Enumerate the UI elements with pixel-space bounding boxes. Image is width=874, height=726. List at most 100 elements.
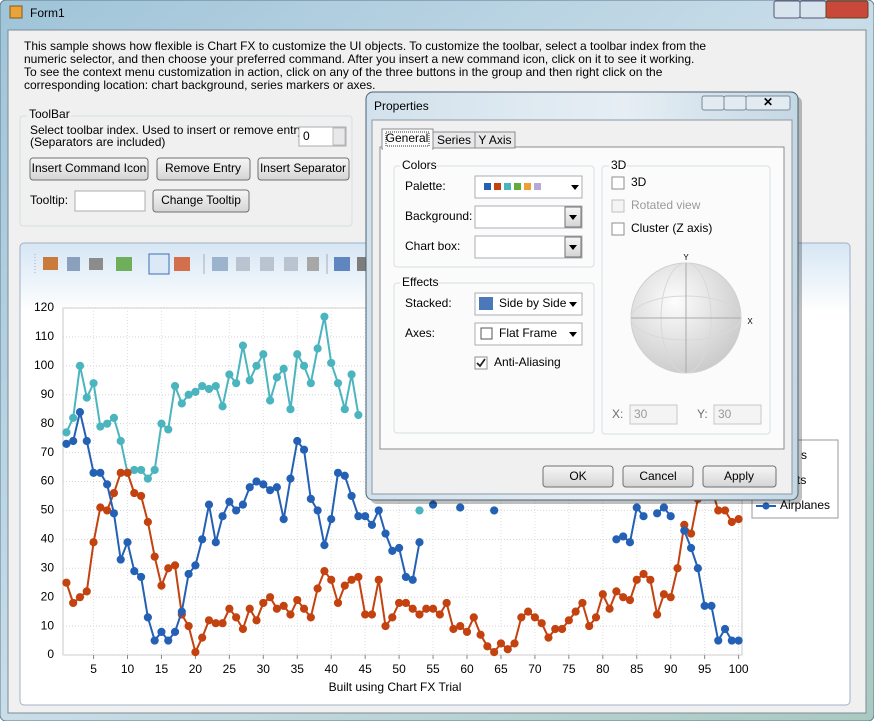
tab[interactable] — [474, 131, 516, 149]
data-point — [259, 598, 268, 608]
spinner-arrows[interactable] — [332, 127, 346, 146]
axes-combo[interactable] — [474, 322, 583, 346]
data-point — [727, 636, 736, 645]
data-point — [374, 575, 383, 584]
data-point — [82, 587, 91, 596]
button[interactable] — [257, 157, 350, 181]
data-point — [245, 604, 254, 613]
button[interactable] — [156, 157, 251, 181]
button[interactable] — [29, 157, 149, 181]
data-point — [700, 601, 709, 610]
toolbar-icon[interactable] — [212, 257, 228, 271]
checkbox[interactable] — [611, 199, 625, 213]
data-point — [666, 512, 675, 521]
toolbar-icon[interactable] — [174, 257, 190, 271]
data-point — [279, 514, 288, 524]
x-tick-label: 25 — [223, 662, 237, 676]
data-point — [211, 538, 220, 547]
data-point — [272, 373, 281, 382]
button[interactable] — [702, 465, 777, 488]
data-point — [490, 506, 499, 515]
button[interactable] — [622, 465, 694, 488]
data-point — [435, 610, 444, 619]
data-point — [143, 613, 152, 622]
x-tick-label: 50 — [392, 662, 406, 676]
dropdown-arrow — [569, 215, 577, 220]
checkbox[interactable] — [611, 222, 625, 236]
toolbar-icon[interactable] — [357, 257, 367, 271]
toolbar-icon[interactable] — [236, 257, 250, 271]
toolbar-icon[interactable] — [260, 257, 274, 271]
toolbar-icon[interactable] — [284, 257, 298, 271]
toolbar-icon[interactable] — [43, 257, 58, 270]
toolbar-icon[interactable] — [334, 257, 350, 271]
data-point — [327, 358, 336, 368]
close-button[interactable] — [825, 0, 869, 19]
stacked-combo[interactable] — [474, 292, 583, 316]
data-point — [408, 575, 417, 584]
description-line: numeric selector, and then choose your p… — [24, 52, 694, 66]
data-point — [639, 569, 648, 579]
data-point — [116, 436, 125, 446]
data-point — [646, 575, 655, 584]
data-point — [157, 581, 166, 590]
data-point — [680, 526, 689, 535]
toolbar-icon[interactable] — [89, 258, 103, 270]
background-combo[interactable] — [474, 205, 583, 229]
data-point — [272, 604, 281, 613]
y-tick-label: 90 — [41, 387, 55, 401]
y-spinner — [713, 404, 762, 425]
focus-rect — [385, 131, 430, 147]
x-tick-label: 5 — [90, 662, 97, 676]
maximize-button[interactable] — [723, 95, 747, 111]
chart-box-combo[interactable] — [474, 235, 583, 259]
minimize-button[interactable] — [701, 95, 725, 111]
label: Stacked: — [405, 296, 452, 310]
button[interactable] — [542, 465, 614, 488]
data-point — [238, 500, 248, 509]
data-point — [164, 425, 173, 434]
close-button[interactable] — [745, 95, 791, 111]
data-point — [340, 471, 349, 480]
label: Chart box: — [405, 239, 460, 253]
tooltip-textbox[interactable] — [74, 190, 146, 212]
data-point — [340, 581, 349, 590]
data-point — [109, 488, 119, 498]
data-point — [109, 509, 119, 518]
toolbar-icon[interactable] — [116, 257, 132, 271]
toolbar-icon[interactable] — [67, 257, 80, 271]
data-point — [123, 538, 132, 547]
data-point — [136, 572, 146, 582]
data-point — [625, 595, 635, 605]
data-point — [75, 408, 85, 417]
button[interactable] — [152, 189, 250, 213]
data-point — [75, 593, 85, 602]
toolbar-icon[interactable] — [148, 253, 170, 275]
label: Axes: — [405, 326, 435, 340]
x-tick-label: 90 — [664, 662, 678, 676]
x-tick-label: 95 — [698, 662, 712, 676]
checkbox[interactable] — [611, 176, 625, 190]
data-point — [211, 381, 220, 391]
data-point — [198, 535, 207, 544]
combo-value: Flat Frame — [499, 326, 557, 340]
maximize-button[interactable] — [799, 0, 827, 19]
window-icon — [9, 5, 23, 19]
button-label: Apply — [724, 469, 754, 483]
checkbox[interactable] — [474, 356, 488, 370]
data-point — [130, 488, 139, 498]
data-point — [299, 361, 309, 370]
data-point — [184, 621, 193, 631]
toolbar-icon[interactable] — [307, 257, 319, 271]
group-title-bg — [27, 109, 71, 121]
data-point — [184, 390, 193, 399]
data-point — [252, 477, 261, 486]
data-point — [693, 564, 702, 573]
combo-icon — [480, 327, 493, 340]
data-point — [557, 624, 567, 634]
data-point — [666, 593, 675, 602]
x-tick-label: 20 — [189, 662, 203, 676]
data-point — [381, 529, 390, 538]
minimize-button[interactable] — [773, 0, 801, 19]
x-tick-label: 60 — [460, 662, 474, 676]
